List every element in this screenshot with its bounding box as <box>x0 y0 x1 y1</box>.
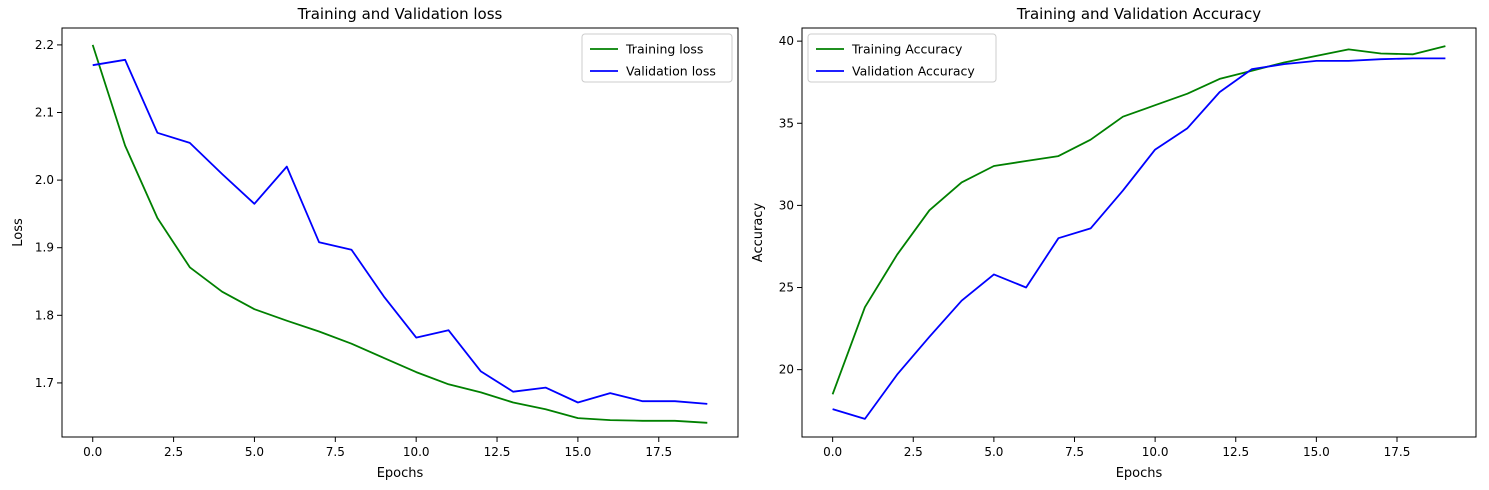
legend-label: Validation loss <box>626 64 716 79</box>
series-line-validation <box>92 58 708 405</box>
legend-label: Validation Accuracy <box>852 64 975 79</box>
x-tick-label: 2.5 <box>904 445 923 459</box>
y-tick-label: 1.9 <box>35 241 54 255</box>
x-tick-label: 10.0 <box>1142 445 1169 459</box>
legend-box <box>581 33 733 83</box>
y-tick-label: 1.7 <box>35 376 54 390</box>
x-tick-label: 7.5 <box>326 445 345 459</box>
accuracy-panel: Training and Validation Accuracy 0.0 2.5 5.… <box>751 5 1477 481</box>
plot-frame <box>801 27 1477 438</box>
series-line-validation <box>832 57 1446 420</box>
x-tick-label: 2.5 <box>164 445 183 459</box>
y-tick-label: 20 <box>779 363 794 377</box>
x-tick-label: 10.0 <box>403 445 430 459</box>
x-tick-label: 12.5 <box>484 445 511 459</box>
y-axis-label: Loss <box>11 218 26 247</box>
y-tick-label: 30 <box>779 198 794 212</box>
series-line-training <box>91 44 708 424</box>
x-tick-label: 0.0 <box>823 445 842 459</box>
y-tick-label: 2.0 <box>35 173 54 187</box>
plot-frame <box>61 27 739 438</box>
x-tick-label: 15.0 <box>565 445 592 459</box>
x-axis-label: Epochs <box>377 466 424 481</box>
legend-label: Training loss <box>625 42 703 57</box>
chart-title: Training and Validation Accuracy <box>1016 5 1261 23</box>
x-tick-label: 5.0 <box>245 445 264 459</box>
legend: Training loss Validation loss <box>581 33 733 83</box>
y-tick-label: 40 <box>779 34 794 48</box>
y-tick-label: 25 <box>779 281 794 295</box>
x-tick-label: 7.5 <box>1065 445 1084 459</box>
series-line-training <box>831 45 1446 395</box>
x-tick-label: 15.0 <box>1303 445 1330 459</box>
x-tick-label: 0.0 <box>83 445 102 459</box>
loss-panel: Training and Validation loss 0.0 2.5 5.0 7.5… <box>11 5 739 481</box>
y-tick-label: 35 <box>779 116 794 130</box>
y-tick-label: 2.1 <box>35 106 54 120</box>
chart-title: Training and Validation loss <box>297 5 503 23</box>
x-tick-label: 17.5 <box>645 445 672 459</box>
x-tick-label: 5.0 <box>984 445 1003 459</box>
x-axis-label: Epochs <box>1116 466 1163 481</box>
legend-label: Training Accuracy <box>851 42 963 57</box>
y-tick-label: 1.8 <box>35 308 54 322</box>
legend: Training Accuracy Validation Accuracy <box>807 33 997 83</box>
x-tick-label: 17.5 <box>1384 445 1411 459</box>
y-axis-label: Accuracy <box>751 203 766 263</box>
x-tick-label: 12.5 <box>1222 445 1249 459</box>
legend-box <box>807 33 997 83</box>
y-tick-label: 2.2 <box>35 38 54 52</box>
